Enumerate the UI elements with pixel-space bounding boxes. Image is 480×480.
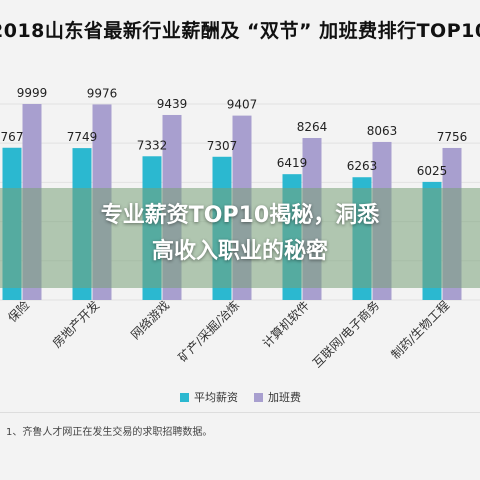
label-avg-salary: 767: [1, 130, 24, 144]
label-overtime: 8063: [367, 124, 398, 138]
chart-title: 2018山东省最新行业薪酬及 “双节” 加班费排行TOP10: [0, 20, 480, 42]
label-avg-salary: 6263: [347, 159, 378, 173]
legend-swatch-avg-salary: [180, 392, 189, 402]
label-overtime: 9407: [227, 98, 258, 112]
x-tick-label: 房地产开发: [49, 298, 102, 351]
label-overtime: 9999: [17, 86, 48, 100]
legend-item-overtime: 加班费: [254, 389, 301, 405]
x-tick-label: 保险: [5, 298, 33, 326]
label-avg-salary: 7749: [67, 130, 98, 144]
x-tick-label: 制药/生物工程: [388, 298, 452, 362]
overlay-text: 专业薪资TOP10揭秘，洞悉 高收入职业的秘密: [0, 198, 480, 270]
legend-item-avg-salary: 平均薪资: [180, 389, 238, 405]
overlay-line-1: 专业薪资TOP10揭秘，洞悉: [100, 203, 380, 228]
source-note: 1、齐鲁人才网正在发生交易的求职招聘数据。: [6, 427, 213, 438]
label-avg-salary: 7307: [207, 139, 238, 153]
legend-swatch-overtime: [254, 392, 263, 402]
divider: [0, 412, 480, 413]
x-tick-label: 互联网/电子商务: [309, 298, 382, 371]
overlay-banner: [0, 188, 480, 288]
label-avg-salary: 7332: [137, 138, 168, 152]
legend-label-avg-salary: 平均薪资: [194, 391, 238, 404]
x-tick-label: 计算机软件: [259, 298, 312, 351]
label-overtime: 9439: [157, 97, 188, 111]
x-tick-label: 矿产/采掘/冶炼: [175, 298, 242, 365]
x-tick-label: 网络游戏: [128, 298, 173, 343]
legend: 平均薪资 加班费: [180, 389, 301, 405]
data-labels: 767 9999 7749 9976 7332 9439 7307 9407 6419 8264 6…: [1, 86, 468, 178]
label-avg-salary: 6419: [277, 156, 308, 170]
label-overtime: 8264: [297, 120, 328, 134]
legend-label-overtime: 加班费: [268, 391, 301, 404]
overlay-line-2: 高收入职业的秘密: [151, 239, 328, 264]
label-overtime: 7756: [437, 130, 468, 144]
label-avg-salary: 6025: [417, 164, 448, 178]
label-overtime: 9976: [87, 86, 118, 100]
